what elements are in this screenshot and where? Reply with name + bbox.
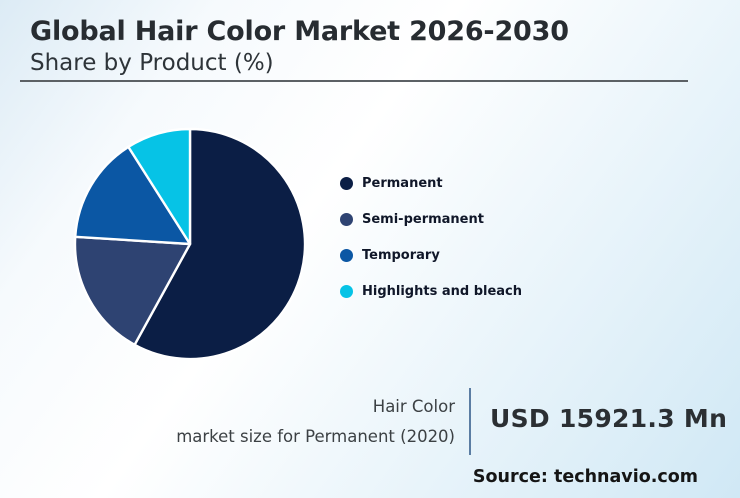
source-credit: Source: technavio.com [472,467,698,487]
legend-swatch-semi-permanent [340,212,353,226]
stat-label: Hair Color market size for Permanent (20… [0,392,455,452]
legend-label-highlights-and-bleach: Highlights and bleach [362,283,523,299]
stat-label-line1: Hair Color [372,397,455,416]
legend-label-semi-permanent: Semi-permanent [362,211,484,227]
legend-item-temporary: Temporary [340,237,522,273]
legend-label-permanent: Permanent [362,175,443,191]
legend-item-semi-permanent: Semi-permanent [340,201,522,237]
legend-swatch-temporary [340,248,353,262]
pie-slice-semi-permanent [73,235,192,346]
legend-swatch-highlights-and-bleach [340,284,353,298]
legend: Permanent Semi-permanent Temporary Highligh… [340,165,522,309]
pie-slice-permanent [133,127,307,361]
stat-divider [469,388,471,455]
pie-slice-highlights-and-bleach [127,127,192,246]
stat-value: USD 15921.3 Mn [490,404,728,433]
title-divider [20,80,688,82]
legend-label-temporary: Temporary [362,247,440,263]
pie-slice-temporary [74,145,192,246]
pie-chart [73,127,307,361]
page-subtitle: Share by Product (%) [30,50,274,76]
stat-label-line2: market size for Permanent (2020) [176,427,455,446]
legend-swatch-permanent [340,176,353,190]
page-title: Global Hair Color Market 2026-2030 [30,16,569,47]
legend-item-permanent: Permanent [340,165,522,201]
legend-item-highlights-and-bleach: Highlights and bleach [340,273,522,309]
